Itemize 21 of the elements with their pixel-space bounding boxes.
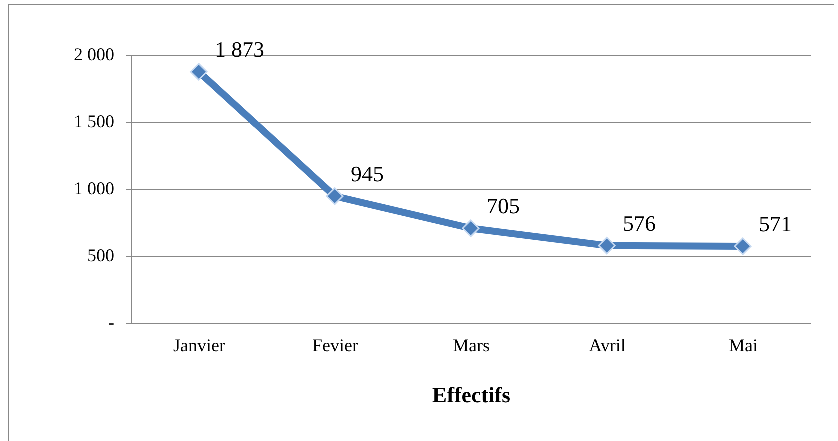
point: [326, 188, 344, 206]
y-tick-label: -: [108, 312, 114, 332]
point: [462, 220, 480, 238]
data-label: 705: [487, 194, 520, 219]
y-tick-label: 500: [88, 246, 114, 266]
x-tick-label: Janvier: [174, 336, 226, 356]
y-tick-label: 1 000: [74, 178, 114, 198]
data-label: 1 873: [215, 37, 264, 62]
data-label: 571: [759, 211, 792, 236]
point: [734, 238, 752, 256]
x-tick-label: Avril: [589, 336, 626, 356]
data-label: 945: [351, 161, 384, 186]
x-tick-label: Fevier: [312, 336, 358, 356]
data-label: 576: [623, 210, 656, 236]
y-tick-label: 1 500: [74, 112, 114, 132]
x-tick-label: Mars: [453, 336, 490, 356]
x-tick-label: Mai: [729, 336, 758, 356]
x-axis-title: Effectifs: [432, 382, 512, 408]
y-tick-label: 2 000: [74, 44, 114, 64]
point: [190, 63, 208, 81]
point: [598, 237, 616, 255]
